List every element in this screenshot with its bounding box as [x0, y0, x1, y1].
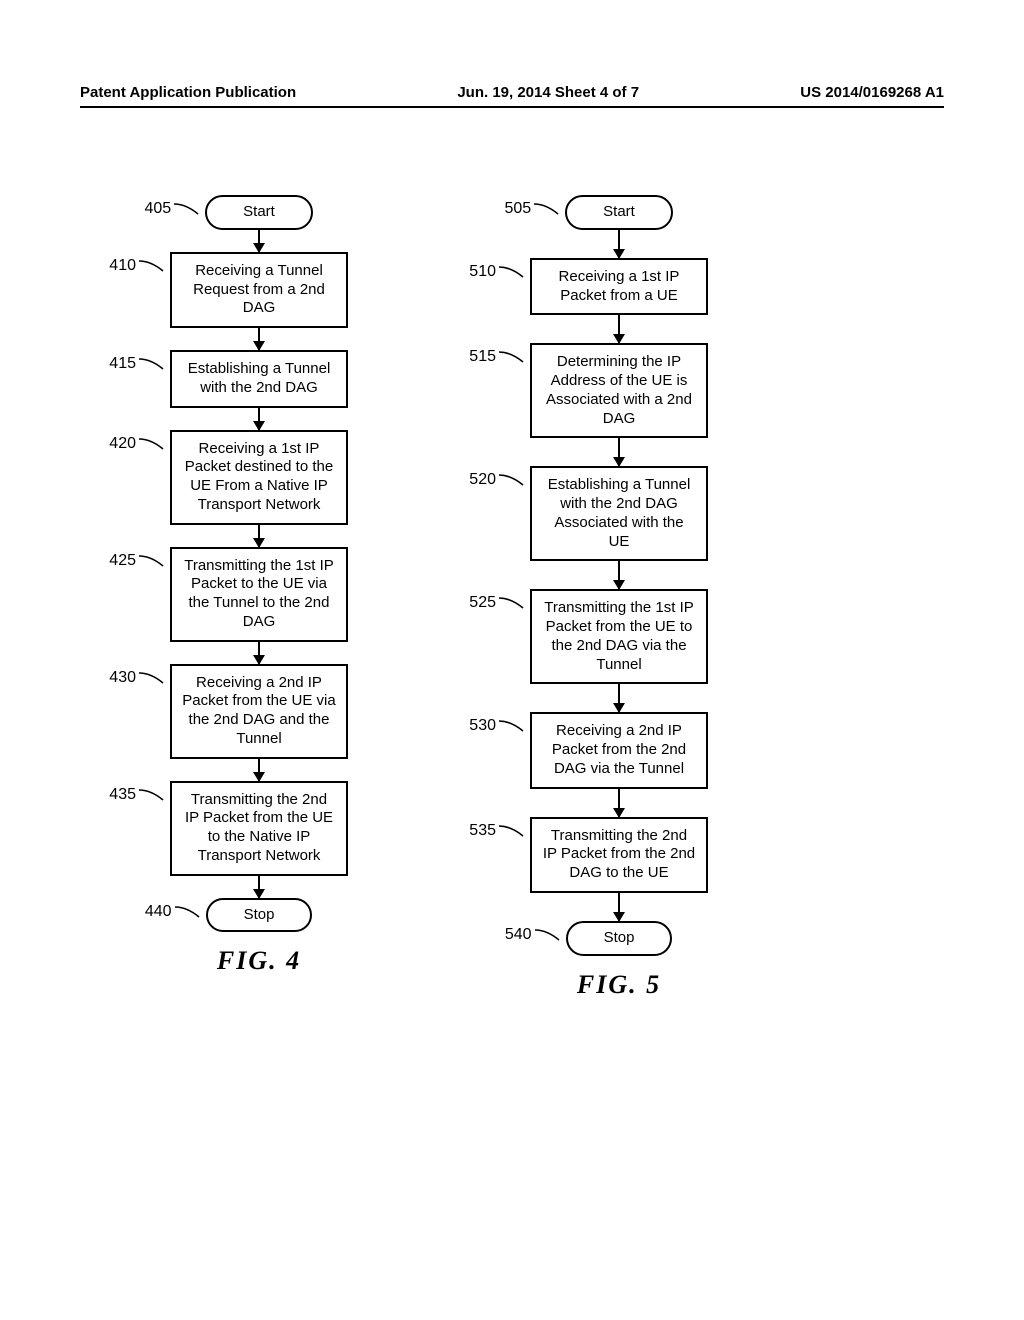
flow-node-525: Transmitting the 1st IP Packet from the … [530, 589, 708, 684]
flow-node-435: Transmitting the 2nd IP Packet from the … [170, 781, 348, 876]
flow-arrow [618, 893, 620, 921]
header-center: Jun. 19, 2014 Sheet 4 of 7 [457, 84, 639, 101]
ref-label-440: 440 [145, 902, 200, 922]
flow-node-415: Establishing a Tunnel with the 2nd DAG41… [170, 350, 348, 408]
page: Patent Application Publication Jun. 19, … [0, 0, 1024, 1320]
header-rule [80, 106, 944, 108]
figure-5-flowchart: Start505 Receiving a 1st IP Packet from a… [530, 195, 708, 1000]
flow-arrow [258, 525, 260, 547]
flow-arrow [618, 230, 620, 258]
ref-label-510: 510 [469, 262, 524, 282]
flow-arrow [258, 230, 260, 252]
ref-label-415: 415 [109, 354, 164, 374]
flow-arrow [258, 759, 260, 781]
flow-node-430: Receiving a 2nd IP Packet from the UE vi… [170, 664, 348, 759]
flow-node-505: Start505 [565, 195, 673, 230]
ref-label-425: 425 [109, 551, 164, 571]
figure-4-flowchart: Start405 Receiving a Tunnel Request from … [170, 195, 348, 976]
header-right: US 2014/0169268 A1 [800, 84, 944, 101]
flow-node-515: Determining the IP Address of the UE is … [530, 343, 708, 438]
flow-node-420: Receiving a 1st IP Packet destined to th… [170, 430, 348, 525]
flow-arrow [618, 438, 620, 466]
flow-node-425: Transmitting the 1st IP Packet to the UE… [170, 547, 348, 642]
ref-label-420: 420 [109, 434, 164, 454]
ref-label-515: 515 [469, 347, 524, 367]
ref-label-505: 505 [504, 199, 559, 219]
ref-label-435: 435 [109, 785, 164, 805]
flow-node-535: Transmitting the 2nd IP Packet from the … [530, 817, 708, 893]
flow-node-510: Receiving a 1st IP Packet from a UE510 [530, 258, 708, 316]
page-header: Patent Application Publication Jun. 19, … [80, 84, 944, 101]
ref-label-410: 410 [109, 256, 164, 276]
figure-label: FIG. 5 [577, 970, 661, 1000]
flow-node-405: Start405 [205, 195, 313, 230]
ref-label-530: 530 [469, 716, 524, 736]
flow-node-410: Receiving a Tunnel Request from a 2nd DA… [170, 252, 348, 328]
ref-label-525: 525 [469, 593, 524, 613]
header-left: Patent Application Publication [80, 84, 296, 101]
flow-arrow [258, 876, 260, 898]
flow-node-520: Establishing a Tunnel with the 2nd DAG A… [530, 466, 708, 561]
flow-arrow [618, 315, 620, 343]
flow-node-540: Stop540 [566, 921, 673, 956]
ref-label-535: 535 [469, 821, 524, 841]
flow-arrow [618, 561, 620, 589]
flow-node-440: Stop440 [206, 898, 313, 933]
ref-label-430: 430 [109, 668, 164, 688]
flow-arrow [258, 408, 260, 430]
ref-label-520: 520 [469, 470, 524, 490]
flow-node-530: Receiving a 2nd IP Packet from the 2nd D… [530, 712, 708, 788]
flow-arrow [618, 789, 620, 817]
flow-arrow [618, 684, 620, 712]
ref-label-540: 540 [505, 925, 560, 945]
figure-label: FIG. 4 [217, 946, 301, 976]
flow-arrow [258, 642, 260, 664]
ref-label-405: 405 [144, 199, 199, 219]
flow-arrow [258, 328, 260, 350]
